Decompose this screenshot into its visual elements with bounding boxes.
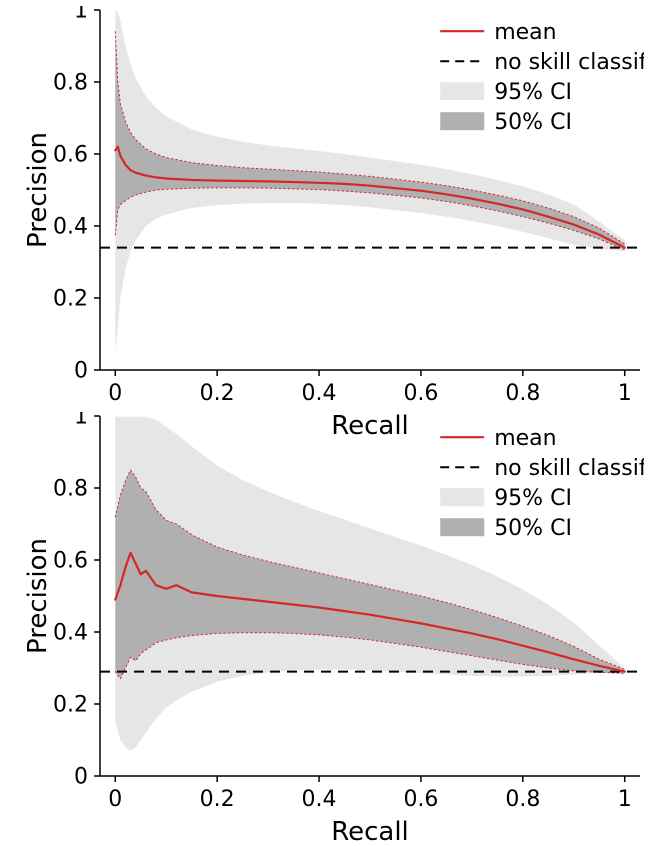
legend-label: mean: [494, 20, 556, 45]
x-tick-label: 0: [108, 381, 122, 406]
y-tick-label: 0: [74, 765, 88, 790]
y-tick-label: 0.6: [53, 143, 88, 168]
legend-label: 50% CI: [494, 516, 572, 541]
x-tick-label: 1: [618, 787, 632, 812]
x-tick-label: 0: [108, 787, 122, 812]
y-tick-label: 0.8: [53, 477, 88, 502]
x-tick-label: 0.6: [403, 787, 438, 812]
y-tick-label: 0.6: [53, 549, 88, 574]
x-tick-label: 0.4: [302, 381, 337, 406]
y-tick-label: 0.4: [53, 215, 88, 240]
x-tick-label: 0.2: [200, 381, 235, 406]
x-tick-label: 0.8: [505, 381, 540, 406]
x-tick-label: 0.6: [403, 381, 438, 406]
legend-label: 50% CI: [494, 110, 572, 135]
y-tick-label: 1: [74, 412, 88, 430]
y-tick-label: 1: [74, 6, 88, 24]
x-tick-label: 0.2: [200, 787, 235, 812]
legend-label: no skill classifier: [494, 50, 644, 75]
x-tick-label: 0.8: [505, 787, 540, 812]
legend-label: mean: [494, 426, 556, 451]
legend-label: 95% CI: [494, 486, 572, 511]
y-tick-label: 0: [74, 359, 88, 384]
y-tick-label: 0.8: [53, 71, 88, 96]
y-tick-label: 0.2: [53, 693, 88, 718]
y-tick-label: 0.2: [53, 287, 88, 312]
x-tick-label: 1: [618, 381, 632, 406]
y-axis-label: Precision: [23, 132, 53, 248]
legend-label: 95% CI: [494, 80, 572, 105]
x-axis-label: Recall: [331, 817, 409, 846]
y-axis-label: Precision: [23, 538, 53, 654]
legend: mean no skill classifier 95% CI 50% CI: [440, 426, 644, 541]
legend: mean no skill classifier 95% CI 50% CI: [440, 20, 644, 135]
pr-curve-panel: 00.20.40.60.81Recall00.20.40.60.81Precis…: [100, 416, 640, 776]
y-tick-label: 0.4: [53, 621, 88, 646]
legend-label: no skill classifier: [494, 456, 644, 481]
pr-curve-panel: 00.20.40.60.81Recall00.20.40.60.81Precis…: [100, 10, 640, 370]
figure: 00.20.40.60.81Recall00.20.40.60.81Precis…: [0, 0, 660, 796]
x-tick-label: 0.4: [302, 787, 337, 812]
